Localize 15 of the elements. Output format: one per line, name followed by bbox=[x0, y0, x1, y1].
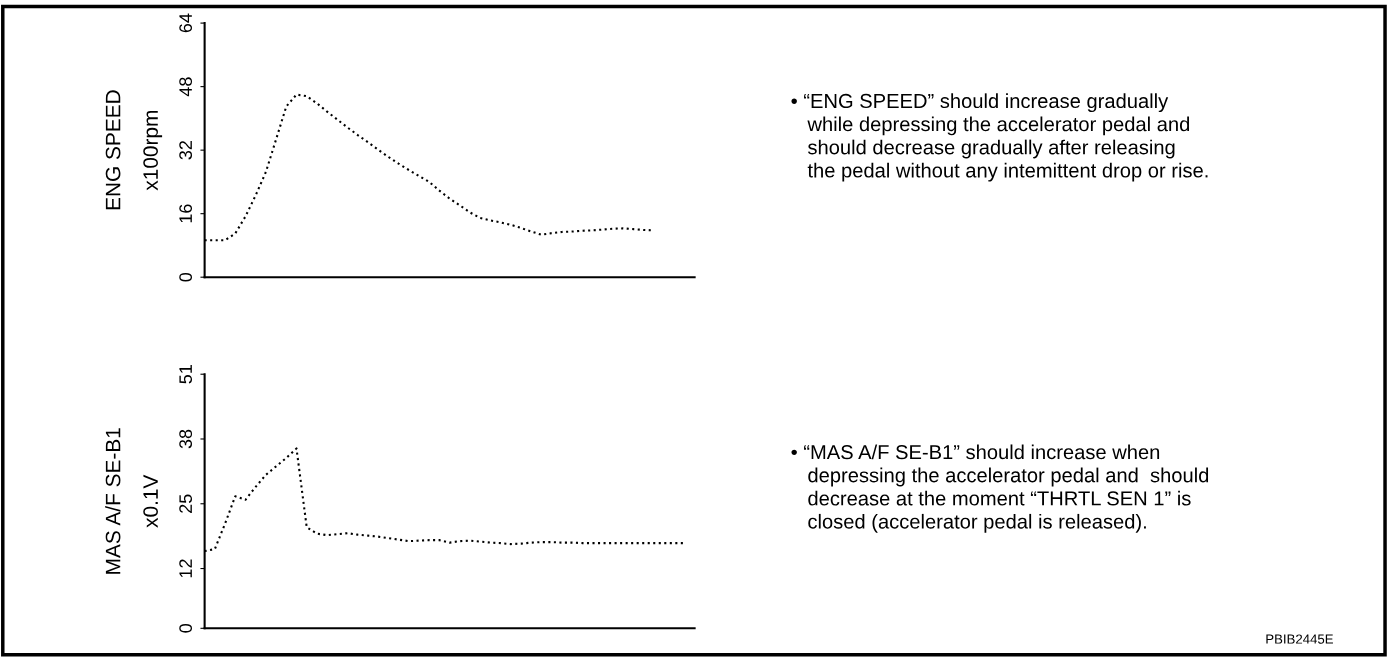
y-tick-label: 38 bbox=[179, 429, 193, 449]
y-tick-label: 25 bbox=[179, 494, 193, 513]
y-tick-label: 64 bbox=[179, 13, 193, 33]
y-tick-label: 48 bbox=[179, 77, 193, 97]
y-tick-label: 51 bbox=[179, 365, 193, 384]
y-tick-label: 32 bbox=[179, 141, 193, 160]
text: PBIB2445E bbox=[1266, 634, 1333, 644]
text: • “ENG SPEED” should increase gradually while depressing the accelerator pedal and should decrease gradually after releasing the pedal without any intemittent drop or rise. bbox=[791, 93, 1208, 182]
y-tick-label: 0 bbox=[179, 272, 193, 282]
text: • “MAS A/F SE-B1” should increase when depressing the accelerator pedal and should decrease at the moment “THRTL SEN 1” is closed (accelerator pedal is released). bbox=[791, 444, 1209, 533]
y-axis-title: ENG SPEED x100rpm bbox=[105, 90, 163, 210]
y-tick-label: 16 bbox=[179, 204, 193, 223]
y-tick-label: 0 bbox=[179, 624, 193, 633]
y-tick-label: 12 bbox=[179, 559, 192, 578]
y-axis-title: MAS A/F SE-B1 x0.1V bbox=[105, 428, 158, 574]
